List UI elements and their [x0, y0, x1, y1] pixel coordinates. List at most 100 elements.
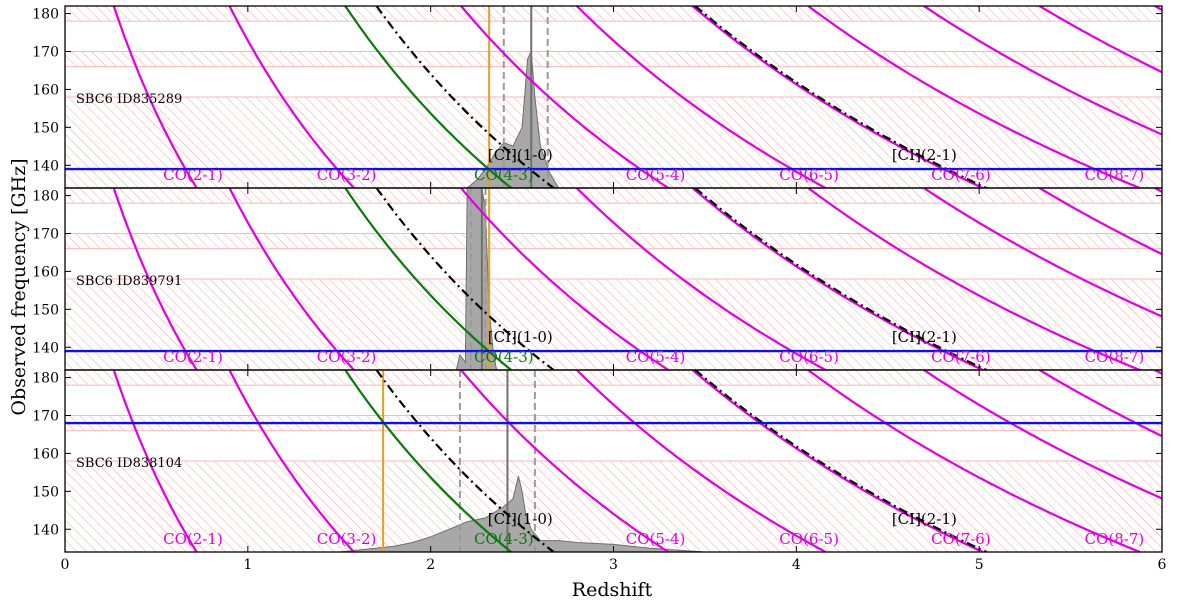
atmospheric-band [65, 370, 1162, 386]
line-track [923, 6, 1162, 136]
x-tick-label: 1 [243, 557, 252, 573]
line-label: CO(8-7) [1085, 166, 1145, 184]
line-track [344, 188, 512, 370]
x-tick-label: 6 [1158, 557, 1167, 573]
line-label: CO(7-6) [931, 530, 991, 548]
line-track [344, 6, 512, 188]
line-track [1038, 370, 1162, 438]
line-label: CO(4-3) [474, 166, 534, 184]
line-track [691, 188, 984, 370]
line-track [375, 188, 555, 370]
line-track [228, 188, 355, 370]
line-label: CO(5-4) [626, 530, 686, 548]
panel-1: CO(2-1) CO(3-2) CO(4-3) CO(5-4) CO(6-5) CO(7-… [32, 5, 1163, 189]
line-track [691, 6, 984, 188]
panel-3: CO(2-1) CO(3-2) CO(4-3) CO(5-4) CO(6-5) CO(7-… [32, 369, 1163, 553]
y-tick-label: 150 [32, 484, 59, 500]
atmospheric-band [65, 6, 1162, 22]
atmospheric-band [65, 233, 1162, 250]
panel-plot-area [65, 6, 1162, 188]
line-label: [CI](1-0) [488, 328, 553, 346]
line-track [923, 370, 1162, 500]
line-label: CO(2-1) [163, 530, 223, 548]
line-label: CO(3-2) [317, 348, 377, 366]
y-tick-label: 170 [32, 409, 59, 425]
y-tick-label: 180 [32, 7, 59, 23]
y-tick-label: 160 [32, 82, 59, 98]
atmospheric-band [65, 51, 1162, 68]
line-label: [CI](1-0) [488, 146, 553, 164]
line-track [694, 370, 987, 552]
panels-group: CO(2-1) CO(3-2) CO(4-3) CO(5-4) CO(6-5) CO(7-… [32, 5, 1163, 553]
line-label: CO(5-4) [626, 166, 686, 184]
line-track [460, 370, 669, 552]
atmospheric-band [65, 278, 1162, 370]
y-tick-label: 140 [32, 522, 59, 538]
line-label: CO(6-5) [779, 530, 839, 548]
line-track [375, 370, 555, 552]
line-track [807, 370, 1141, 552]
y-axis-label: Observed frequency [GHz] [8, 158, 30, 415]
line-label: CO(3-2) [317, 166, 377, 184]
line-track [112, 188, 198, 370]
line-track [807, 188, 1141, 370]
line-track [344, 370, 512, 552]
x-axis: 0 1 2 3 4 5 6 [61, 557, 1167, 573]
x-axis-label: Redshift [572, 579, 653, 601]
y-tick-label: 160 [32, 264, 59, 280]
line-track [112, 370, 198, 552]
y-tick-label: 150 [32, 302, 59, 318]
line-track [228, 6, 355, 188]
line-track [375, 6, 555, 188]
y-tick-label: 150 [32, 120, 59, 136]
line-label: CO(2-1) [163, 166, 223, 184]
line-track [460, 188, 669, 370]
redshift-pdf [339, 476, 705, 552]
source-name: SBC6 ID838104 [76, 456, 182, 471]
x-tick-label: 0 [61, 557, 70, 573]
line-track [576, 370, 827, 552]
line-track [460, 6, 669, 188]
line-label: [CI](1-0) [488, 510, 553, 528]
line-label: [CI](2-1) [892, 146, 957, 164]
line-label: CO(4-3) [474, 348, 534, 366]
line-label: CO(6-5) [779, 348, 839, 366]
y-tick-label: 160 [32, 446, 59, 462]
line-label: CO(4-3) [474, 530, 534, 548]
line-label: CO(8-7) [1085, 348, 1145, 366]
y-tick-label: 140 [32, 158, 59, 174]
line-label: CO(5-4) [626, 348, 686, 366]
line-track [691, 370, 984, 552]
panel-plot-area [65, 188, 1162, 370]
line-track [112, 6, 198, 188]
y-tick-label: 180 [32, 189, 59, 205]
x-tick-label: 4 [792, 557, 801, 573]
line-label: CO(3-2) [317, 530, 377, 548]
line-label: CO(7-6) [931, 166, 991, 184]
x-tick-label: 3 [609, 557, 618, 573]
line-track [1038, 6, 1162, 74]
line-track [694, 6, 987, 188]
line-label: CO(7-6) [931, 348, 991, 366]
line-track [576, 6, 827, 188]
y-tick-label: 140 [32, 340, 59, 356]
line-label: CO(6-5) [779, 166, 839, 184]
x-tick-label: 5 [975, 557, 984, 573]
atmospheric-band [65, 460, 1162, 552]
atmospheric-band [65, 188, 1162, 204]
atmospheric-band [65, 96, 1162, 188]
line-track [576, 188, 827, 370]
line-label: [CI](2-1) [892, 510, 957, 528]
line-track [1038, 188, 1162, 256]
line-track [694, 188, 987, 370]
x-tick-label: 2 [426, 557, 435, 573]
line-track [228, 370, 355, 552]
source-name: SBC6 ID835289 [76, 92, 182, 107]
source-name: SBC6 ID839791 [76, 274, 182, 289]
line-label: CO(8-7) [1085, 530, 1145, 548]
line-track [923, 188, 1162, 318]
y-tick-label: 180 [32, 371, 59, 387]
line-label: CO(2-1) [163, 348, 223, 366]
y-tick-label: 170 [32, 45, 59, 61]
